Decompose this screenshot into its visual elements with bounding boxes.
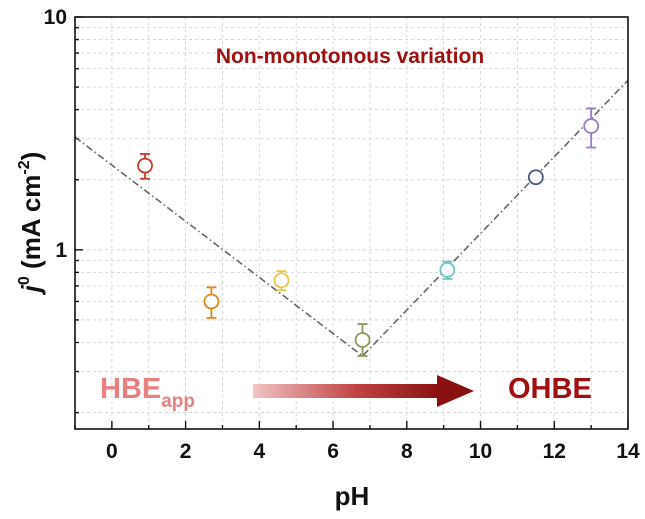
x-tick-label: 8 bbox=[401, 440, 413, 463]
data-marker bbox=[137, 157, 153, 174]
annotation-title: Non-monotonous variation bbox=[216, 45, 484, 68]
data-point bbox=[439, 260, 456, 280]
data-point bbox=[583, 107, 600, 149]
plot-frame bbox=[74, 16, 629, 430]
data-marker bbox=[354, 332, 371, 348]
axis-ticks bbox=[74, 16, 629, 429]
annotation-start-main: HBE bbox=[100, 373, 161, 405]
x-tick-label: 10 bbox=[469, 440, 492, 463]
data-point bbox=[527, 169, 544, 186]
y-label-symbol: j bbox=[16, 284, 46, 295]
direction-arrow bbox=[253, 375, 474, 407]
x-axis-label: pH bbox=[335, 481, 370, 511]
data-point bbox=[354, 323, 371, 357]
x-tick-label: 12 bbox=[543, 440, 566, 463]
y-axis-label: j0 (mA cm-2) bbox=[16, 152, 46, 296]
y-label-unit-close: ) bbox=[16, 152, 46, 161]
data-marker bbox=[203, 293, 220, 310]
data-marker bbox=[527, 169, 544, 186]
x-tick-label: 4 bbox=[253, 440, 265, 463]
data-point bbox=[273, 270, 290, 292]
tick-labels: 0 2 4 6 8 10 12 14 1 10 bbox=[44, 6, 640, 463]
y-tick-label: 1 bbox=[55, 239, 67, 262]
data-point bbox=[203, 286, 220, 319]
y-label-unit-open: (mA cm bbox=[16, 175, 46, 277]
y-label-unit-exp: -2 bbox=[16, 160, 33, 174]
trend-line bbox=[74, 79, 629, 358]
data-marker bbox=[439, 261, 456, 278]
x-tick-label: 6 bbox=[327, 440, 339, 463]
y-label-superscript: 0 bbox=[16, 276, 33, 285]
y-tick-label: 10 bbox=[44, 6, 67, 29]
grid-lines bbox=[75, 17, 628, 429]
data-marker bbox=[273, 272, 290, 289]
x-tick-label: 14 bbox=[616, 440, 640, 463]
x-tick-label: 2 bbox=[180, 440, 192, 463]
x-tick-label: 0 bbox=[106, 440, 118, 463]
annotation-end-label: OHBE bbox=[508, 373, 592, 405]
data-points bbox=[137, 107, 600, 357]
annotation-start-sub: app bbox=[161, 391, 195, 412]
annotation-start-label: HBEapp bbox=[100, 373, 195, 412]
data-marker bbox=[583, 118, 600, 134]
data-point bbox=[137, 153, 153, 180]
